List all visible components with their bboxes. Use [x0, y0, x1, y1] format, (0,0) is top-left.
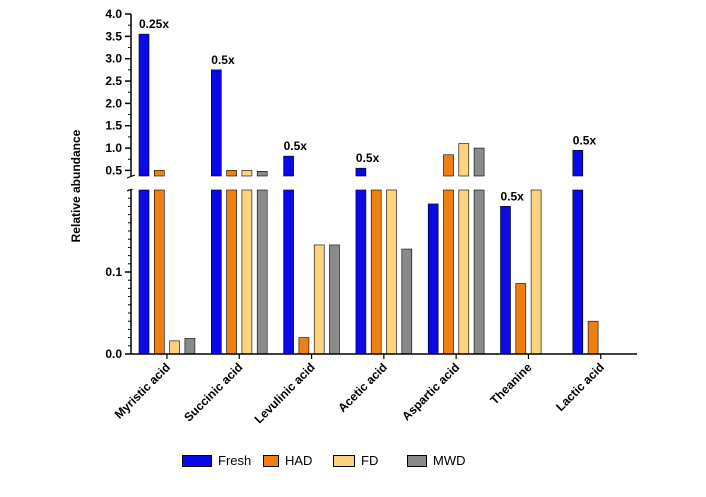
fold-change-annotation: 0.5x: [356, 151, 380, 165]
category-label: Theanine: [487, 360, 534, 407]
bar-mwd-myristic-acid: [184, 338, 196, 355]
axis-break-mark: [126, 174, 136, 179]
bar-had-succinic-acid: [226, 189, 237, 355]
bar-fd-succinic-acid-upper: [241, 170, 253, 177]
y-axis-title: Relative abundance: [69, 129, 83, 242]
category-label: Levulinic acid: [252, 360, 318, 426]
bar-mwd-succinic-acid-upper: [256, 171, 268, 177]
upper-tick-label: 3.0: [105, 52, 122, 66]
bar-fd-aspartic-acid-upper: [458, 143, 470, 177]
bar-fresh-lactic-acid-upper: [572, 150, 584, 177]
bar-had-acetic-acid: [370, 189, 382, 355]
legend-label-fd: FD: [361, 453, 379, 468]
bar-had-theanine: [515, 283, 527, 355]
bar-mwd-levulinic-acid: [329, 244, 340, 355]
lower-tick-label: 0.0: [105, 347, 122, 361]
upper-tick-label: 1.0: [105, 141, 122, 155]
x-axis: Myristic acid Succinic acid Levulinic acid…: [112, 353, 637, 426]
fold-change-annotation: 0.5x: [501, 189, 525, 203]
legend-label-mwd: MWD: [433, 453, 466, 468]
bar-had-aspartic-acid: [443, 189, 454, 355]
upper-tick-label: 1.5: [105, 119, 122, 133]
legend-item-mwd: MWD: [407, 453, 466, 468]
bar-fresh-aspartic-acid: [427, 203, 439, 355]
bar-fresh-myristic-acid: [138, 189, 150, 355]
bar-mwd-aspartic-acid-upper: [473, 147, 485, 177]
bar-mwd-acetic-acid: [401, 248, 413, 355]
bar-fresh-theanine: [500, 206, 511, 355]
bar-had-succinic-acid-upper: [226, 170, 237, 177]
bar-had-levulinic-acid: [298, 337, 310, 355]
bar-fresh-succinic-acid: [211, 189, 222, 355]
lower-y-axis: 0.1 0.0: [105, 174, 136, 361]
lower-tick-label: 0.1: [105, 265, 122, 279]
legend-swatch-had: [263, 454, 279, 467]
legend-label-had: HAD: [285, 453, 313, 468]
bar-fresh-acetic-acid: [355, 189, 367, 355]
upper-tick-label: 2.5: [105, 74, 122, 88]
bar-fd-theanine: [530, 189, 542, 355]
bar-fd-aspartic-acid: [458, 189, 470, 355]
axis-break-gap: [132, 177, 638, 189]
bar-fresh-lactic-acid: [572, 189, 584, 355]
annotations: 0.25x 0.5x 0.5x 0.5x 0.5x 0.5x: [139, 17, 596, 203]
legend-item-had: HAD: [263, 453, 312, 468]
bar-had-aspartic-acid-upper: [443, 154, 454, 177]
bar-fresh-succinic-acid-upper: [211, 69, 222, 177]
bar-fd-succinic-acid: [241, 189, 253, 355]
legend: Fresh HAD FD MWD: [0, 453, 706, 473]
category-label: Lactic acid: [553, 360, 607, 414]
legend-item-fd: FD: [333, 453, 378, 468]
bar-had-myristic-acid: [154, 189, 165, 355]
category-label: Succinic acid: [181, 360, 245, 424]
upper-tick-label: 4.0: [105, 7, 122, 21]
upper-tick-label: 3.5: [105, 29, 122, 43]
bar-fd-acetic-acid: [386, 189, 397, 355]
bar-had-lactic-acid: [587, 320, 599, 355]
legend-swatch-fd: [333, 454, 355, 467]
fold-change-annotation: 0.5x: [211, 53, 235, 67]
category-label: Acetic acid: [335, 360, 390, 415]
bars: [132, 33, 638, 355]
upper-tick-label: 2.0: [105, 96, 122, 110]
bar-fresh-levulinic-acid-upper: [283, 155, 294, 177]
upper-y-axis: 4.0 3.5 3.0 2.5 2.0 1.5 1.0 0.5: [105, 7, 132, 177]
category-label: Myristic acid: [112, 360, 173, 421]
bar-had-myristic-acid-upper: [154, 170, 165, 177]
legend-item-fresh: Fresh: [182, 453, 251, 468]
fold-change-annotation: 0.5x: [573, 133, 597, 147]
legend-swatch-mwd: [407, 454, 427, 467]
category-label: Aspartic acid: [399, 360, 462, 423]
fold-change-annotation: 0.25x: [139, 17, 169, 31]
bar-mwd-succinic-acid: [256, 189, 268, 355]
bar-fd-myristic-acid: [169, 340, 180, 355]
legend-swatch-fresh: [182, 454, 212, 467]
bar-fd-levulinic-acid: [313, 244, 325, 355]
bar-fresh-acetic-acid-upper: [355, 167, 367, 177]
upper-tick-label: 0.5: [105, 163, 122, 177]
bar-mwd-aspartic-acid: [473, 189, 485, 355]
bar-fresh-levulinic-acid: [283, 189, 294, 355]
fold-change-annotation: 0.5x: [284, 139, 308, 153]
bar-fresh-myristic-acid-upper: [138, 33, 150, 177]
legend-label-fresh: Fresh: [218, 453, 252, 468]
